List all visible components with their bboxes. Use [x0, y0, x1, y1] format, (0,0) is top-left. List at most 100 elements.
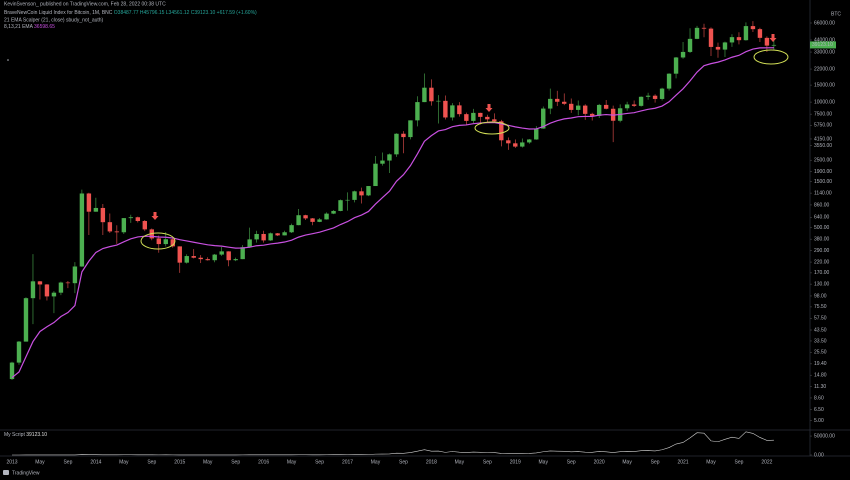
candle-body	[156, 238, 161, 245]
candle-body	[680, 51, 686, 58]
y-tick-label: 130.00	[814, 281, 830, 287]
y-tick-label: 33000.00	[814, 49, 835, 55]
candle-body	[506, 140, 511, 144]
price-tag: 39123.10	[812, 42, 833, 48]
candle-body	[240, 247, 245, 260]
candle-body	[107, 222, 113, 232]
candle-body	[58, 282, 64, 293]
down-arrow	[769, 34, 777, 42]
y-tick-label: 33.50	[814, 338, 827, 344]
candle-body	[520, 142, 525, 147]
candle-body	[394, 133, 399, 155]
candle-body	[457, 105, 462, 115]
footer-brand: TradingView	[12, 470, 40, 476]
down-arrow	[485, 104, 493, 112]
x-tick-label: 2022	[761, 459, 772, 465]
candle-body	[750, 26, 756, 30]
x-tick-label: 2015	[174, 459, 185, 465]
candle-body	[596, 104, 602, 116]
candle-body	[464, 114, 469, 121]
y-tick-label: 290.00	[814, 248, 830, 254]
y-tick-label: 11.30	[814, 384, 826, 390]
y-tick-label: 15000.00	[814, 82, 835, 88]
candle-body	[128, 217, 134, 219]
y-tick-label: 14.80	[814, 373, 827, 379]
x-tick-label: May	[35, 459, 45, 465]
y-tick-label: 2500.00	[814, 158, 832, 164]
x-tick-label: May	[119, 459, 129, 465]
y-tick-label: 8.60	[814, 395, 824, 401]
y-tick-label: 98.00	[814, 293, 827, 299]
candle-body	[652, 95, 658, 99]
candle-body	[177, 246, 182, 263]
y-tick-label: 66000.00	[814, 20, 835, 26]
candle-body	[492, 119, 497, 122]
candle-body	[44, 284, 50, 297]
annotations	[140, 34, 789, 250]
candle-body	[205, 259, 210, 261]
indicator-2-name: 8,13,21 EMA	[4, 24, 34, 30]
ohlc-values: O38487.77 H45796.15 L34561.12 C39123.10 …	[114, 10, 257, 16]
candle-body	[30, 281, 36, 299]
y-tick-label: 75.50	[814, 304, 827, 310]
candle-body	[659, 88, 665, 99]
candle-body	[638, 96, 644, 106]
candle-body	[254, 233, 259, 240]
candle-body	[422, 87, 427, 103]
candle-body	[569, 103, 574, 110]
candle-body	[324, 213, 329, 220]
candle-body	[729, 37, 735, 43]
candle-body	[23, 298, 29, 342]
price-tag-box	[810, 41, 836, 49]
candle-body	[296, 215, 301, 226]
y-tick-label: 4150.00	[814, 136, 832, 142]
candle-body	[513, 143, 518, 147]
x-tick-label: Sep	[483, 459, 492, 465]
x-tick-label: 2018	[426, 459, 437, 465]
candle-body	[764, 37, 770, 46]
candle-body	[666, 73, 672, 89]
candle-body	[282, 232, 287, 236]
publisher-line: KevinSvenson_ published on TradingView.c…	[4, 1, 166, 7]
x-tick-label: Sep	[63, 459, 72, 465]
candle-body	[408, 120, 413, 138]
candle-body	[701, 27, 707, 29]
candle-body	[114, 231, 120, 233]
candle-body	[135, 217, 141, 222]
x-tick-label: Sep	[315, 459, 324, 465]
candle-body	[694, 27, 700, 39]
candle-body	[555, 98, 560, 102]
candle-body	[380, 160, 385, 164]
y-tick-label: 380.00	[814, 236, 830, 242]
candle-body	[170, 239, 175, 247]
x-tick-label: 2021	[677, 459, 688, 465]
symbol-line: BraveNewCoin Liquid Index for Bitcoin, 1…	[4, 10, 257, 16]
x-tick-label: May	[203, 459, 213, 465]
x-tick-label: 2019	[510, 459, 521, 465]
candle-body	[450, 105, 455, 118]
candle-body	[429, 87, 434, 102]
candle-body	[268, 233, 273, 241]
ema-line	[11, 47, 774, 379]
y-tick-label: 6.50	[814, 407, 824, 413]
script-name: My Script	[4, 432, 25, 438]
candle-body	[9, 362, 15, 380]
candle-body	[72, 266, 78, 284]
logo	[3, 470, 9, 475]
y-tick-label: 3550.00	[814, 143, 832, 149]
candle-body	[443, 100, 448, 118]
x-tick-label: Sep	[651, 459, 660, 465]
candle-body	[310, 218, 315, 222]
candle-body	[485, 116, 490, 120]
x-tick-label: 2020	[594, 459, 605, 465]
y-tick-label: 220.00	[814, 259, 830, 265]
candle-body	[527, 139, 532, 143]
y-tick-label: 860.00	[814, 202, 830, 208]
candle-body	[673, 57, 679, 74]
sub-title: My Script 39123.10	[4, 432, 47, 438]
candle-body	[736, 37, 742, 41]
candle-body	[471, 112, 476, 121]
candle-body	[226, 251, 231, 261]
candle-body	[624, 104, 630, 109]
y-tick-label: 10000.00	[814, 99, 835, 105]
